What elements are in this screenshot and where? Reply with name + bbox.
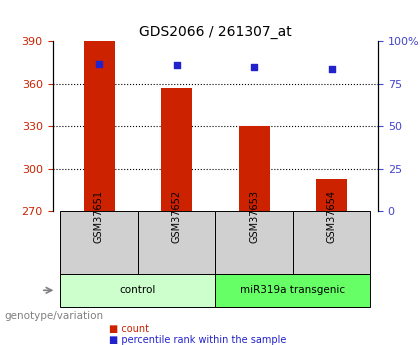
Text: miR319a transgenic: miR319a transgenic: [240, 285, 345, 295]
FancyBboxPatch shape: [60, 211, 138, 274]
Point: [251, 64, 257, 70]
Text: ■ percentile rank within the sample: ■ percentile rank within the sample: [109, 335, 286, 345]
Text: genotype/variation: genotype/variation: [4, 311, 103, 321]
Bar: [161, 88, 192, 211]
Text: GSM37653: GSM37653: [249, 190, 259, 243]
Bar: [84, 41, 115, 211]
FancyBboxPatch shape: [138, 211, 215, 274]
FancyBboxPatch shape: [215, 211, 293, 274]
Bar: [239, 126, 270, 211]
Text: GSM37654: GSM37654: [326, 190, 336, 243]
FancyBboxPatch shape: [293, 211, 370, 274]
Point: [96, 61, 102, 66]
Title: GDS2066 / 261307_at: GDS2066 / 261307_at: [139, 25, 291, 39]
Text: control: control: [120, 285, 156, 295]
Text: GSM37651: GSM37651: [94, 190, 104, 243]
Point: [173, 62, 180, 68]
Bar: [316, 179, 347, 211]
Text: ■ count: ■ count: [109, 325, 149, 334]
FancyBboxPatch shape: [215, 274, 370, 307]
Point: [328, 66, 335, 71]
FancyBboxPatch shape: [60, 274, 215, 307]
Text: GSM37652: GSM37652: [171, 190, 181, 243]
